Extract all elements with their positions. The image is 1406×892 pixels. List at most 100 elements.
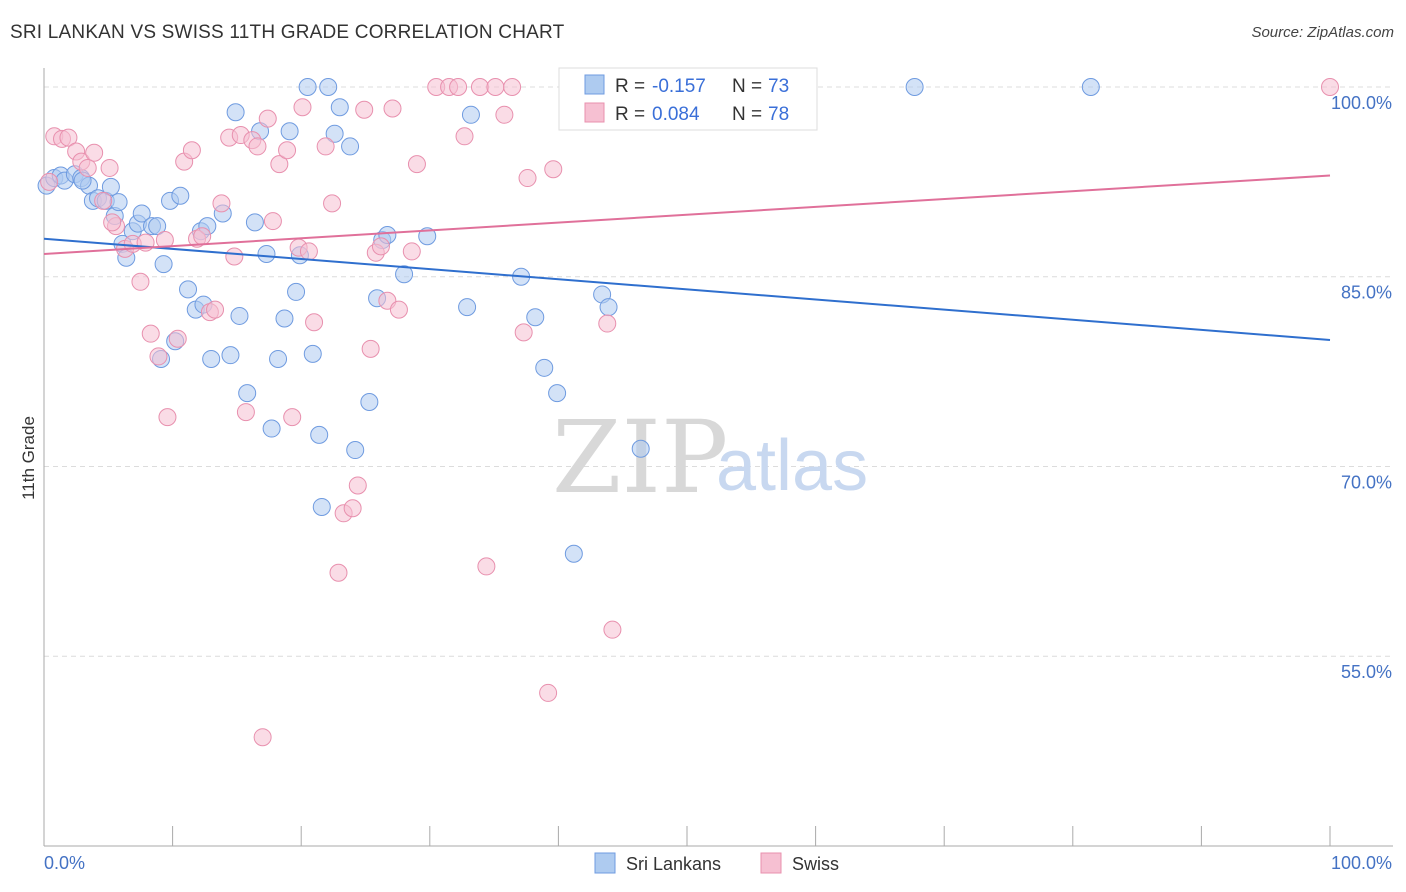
legend-n-value-2: 78 — [768, 104, 789, 125]
axes — [43, 68, 1393, 847]
point-swiss-21 — [193, 227, 212, 246]
point-sri-lankans-38 — [280, 122, 299, 141]
point-swiss-41 — [316, 137, 335, 156]
bottom-legend-label-swiss: Swiss — [792, 854, 839, 874]
y-axis-title: 11th Grade — [19, 416, 38, 500]
point-swiss-14 — [141, 324, 160, 343]
point-sri-lankans-31 — [238, 384, 257, 403]
x-tick-label-1: 100.0% — [1331, 853, 1392, 873]
point-sri-lankans-56 — [458, 298, 477, 317]
point-sri-lankans-55 — [418, 227, 437, 246]
point-swiss-45 — [343, 499, 362, 518]
point-sri-lankans-54 — [395, 265, 414, 284]
legend-r-label-1: R = — [615, 76, 645, 97]
point-swiss-60 — [470, 77, 489, 96]
point-sri-lankans-10 — [101, 177, 120, 196]
point-swiss-62 — [486, 77, 505, 96]
point-sri-lankans-65 — [631, 439, 650, 458]
point-swiss-7 — [94, 191, 113, 210]
bottom-legend-label-sri-lankans: Sri Lankans — [626, 854, 721, 874]
point-sri-lankans-61 — [548, 384, 567, 403]
point-swiss-23 — [206, 300, 225, 319]
point-sri-lankans-21 — [171, 186, 190, 205]
point-swiss-53 — [389, 300, 408, 319]
x-tick-labels: 0.0% 100.0% — [44, 853, 1392, 873]
point-swiss-54 — [402, 242, 421, 261]
point-swiss-70 — [598, 314, 617, 333]
point-sri-lankans-32 — [245, 213, 264, 232]
bottom-legend-swatch-sri-lankans — [594, 852, 616, 874]
point-swiss-12 — [131, 272, 150, 291]
legend-n-label-1: N = — [732, 76, 762, 97]
x-tick-label-0: 0.0% — [44, 853, 85, 873]
point-swiss-63 — [495, 105, 514, 124]
point-swiss-32 — [258, 109, 277, 128]
point-sri-lankans-45 — [319, 77, 338, 96]
point-sri-lankans-16 — [132, 204, 151, 223]
point-swiss-26 — [225, 247, 244, 266]
legend-swatch-swiss — [584, 102, 605, 123]
legend-swatch-sri-lankans — [584, 74, 605, 95]
y-tick-label-1: 85.0% — [1341, 283, 1392, 303]
legend-box: R = -0.157 N = 73 R = 0.084 N = 78 — [558, 67, 818, 131]
point-swiss-46 — [348, 476, 367, 495]
point-swiss-33 — [263, 212, 282, 231]
point-sri-lankans-64 — [599, 298, 618, 317]
point-swiss-6 — [78, 158, 97, 177]
point-sri-lankans-29 — [226, 103, 245, 122]
point-sri-lankans-59 — [526, 308, 545, 327]
point-sri-lankans-66 — [905, 77, 924, 96]
point-swiss-31 — [253, 728, 272, 747]
point-swiss-17 — [168, 329, 187, 348]
point-swiss-48 — [361, 339, 380, 358]
point-swiss-65 — [514, 323, 533, 342]
point-sri-lankans-18 — [148, 217, 167, 236]
point-swiss-55 — [407, 155, 426, 174]
point-swiss-16 — [158, 408, 177, 427]
point-swiss-71 — [603, 620, 622, 639]
point-swiss-8 — [100, 158, 119, 177]
point-sri-lankans-50 — [360, 392, 379, 411]
point-swiss-47 — [355, 100, 374, 119]
point-swiss-38 — [293, 98, 312, 117]
point-sri-lankans-41 — [298, 77, 317, 96]
point-swiss-59 — [455, 127, 474, 146]
trend-line-sri-lankans — [43, 237, 1331, 341]
data-points — [37, 77, 1339, 747]
point-swiss-2 — [59, 128, 78, 147]
point-swiss-40 — [305, 313, 324, 332]
point-sri-lankans-44 — [312, 497, 331, 516]
point-swiss-68 — [544, 160, 563, 179]
y-tick-label-3: 55.0% — [1341, 662, 1392, 682]
watermark-atlas: atlas — [716, 426, 868, 506]
point-swiss-77 — [103, 213, 122, 232]
point-swiss-28 — [236, 403, 255, 422]
point-sri-lankans-34 — [257, 244, 276, 263]
point-swiss-61 — [477, 557, 496, 576]
bottom-legend-swatch-swiss — [760, 852, 782, 874]
point-swiss-58 — [449, 77, 468, 96]
legend-r-value-1: -0.157 — [652, 76, 706, 97]
point-swiss-15 — [149, 347, 168, 366]
point-sri-lankans-67 — [1081, 77, 1100, 96]
legend-r-label-2: R = — [615, 104, 645, 125]
point-swiss-52 — [383, 99, 402, 118]
source-label: Source: ZipAtlas.com — [1251, 24, 1394, 41]
y-tick-labels: 100.0% 85.0% 70.0% 55.0% — [1331, 93, 1392, 682]
point-sri-lankans-35 — [262, 419, 281, 438]
point-swiss-64 — [503, 77, 522, 96]
point-sri-lankans-71 — [109, 193, 128, 212]
point-sri-lankans-39 — [287, 282, 306, 301]
y-tick-label-2: 70.0% — [1341, 472, 1392, 492]
point-sri-lankans-57 — [461, 105, 480, 124]
gridlines — [44, 86, 1393, 657]
legend-n-value-1: 73 — [768, 76, 789, 97]
point-sri-lankans-43 — [310, 425, 329, 444]
legend-n-label-2: N = — [732, 104, 762, 125]
trend-line-swiss — [43, 174, 1331, 255]
point-sri-lankans-36 — [269, 349, 288, 368]
point-swiss-39 — [299, 242, 318, 261]
point-swiss-36 — [283, 408, 302, 427]
point-swiss-67 — [539, 683, 558, 702]
